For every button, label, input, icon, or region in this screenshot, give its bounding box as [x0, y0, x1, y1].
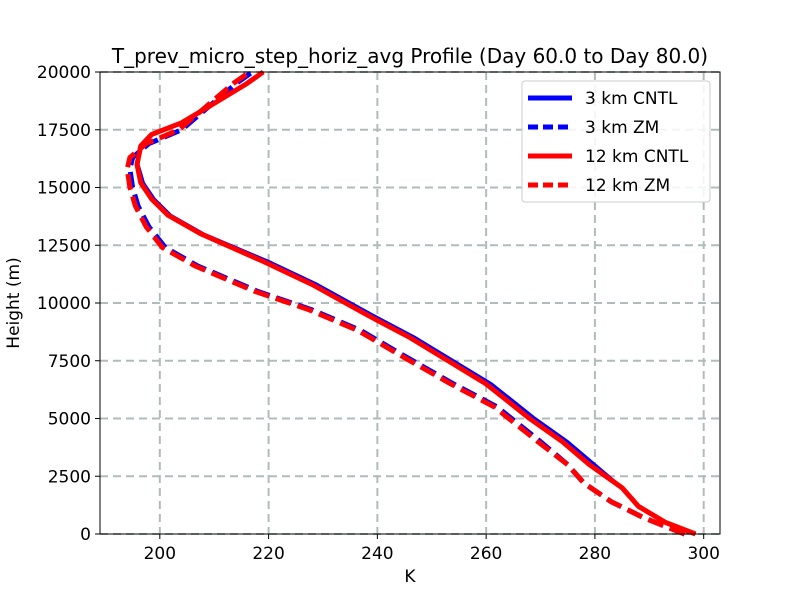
y-tick-label: 17500 [37, 121, 91, 141]
x-tick-label: 220 [252, 544, 284, 564]
y-tick-label: 15000 [37, 179, 91, 199]
y-tick-label: 0 [80, 525, 91, 545]
y-tick-label: 10000 [37, 294, 91, 314]
series-line-3 [134, 69, 697, 537]
y-axis: 0 2500 5000 7500 10000 12500 15000 17500 20000 [37, 63, 100, 545]
legend-box [521, 80, 711, 203]
x-tick-label: 280 [579, 544, 611, 564]
x-tick-label: 260 [470, 544, 502, 564]
y-tick-label: 12500 [37, 236, 91, 256]
y-tick-label: 2500 [48, 467, 91, 487]
grid [100, 71, 720, 535]
y-tick-label: 20000 [37, 63, 91, 83]
legend-label: 3 km CNTL [585, 89, 678, 109]
legend-label: 3 km ZM [585, 118, 659, 138]
chart-title: T_prev_micro_step_horiz_avg Profile (Day… [111, 44, 708, 68]
series-layer [124, 69, 697, 537]
series-line-4 [124, 69, 686, 537]
x-tick-label: 300 [687, 544, 719, 564]
y-tick-label: 5000 [48, 410, 91, 430]
legend: 3 km CNTL 3 km ZM 12 km CNTL 12 km ZM [521, 80, 711, 203]
x-tick-label: 200 [144, 544, 176, 564]
y-axis-label: Height (m) [4, 257, 24, 348]
legend-label: 12 km ZM [585, 176, 670, 196]
x-axis: 200 220 240 260 280 300 [144, 534, 720, 564]
legend-label: 12 km CNTL [585, 147, 689, 167]
y-tick-label: 7500 [48, 352, 91, 372]
x-axis-label: K [404, 567, 416, 587]
x-tick-label: 240 [361, 544, 393, 564]
series-line-2 [127, 69, 686, 537]
